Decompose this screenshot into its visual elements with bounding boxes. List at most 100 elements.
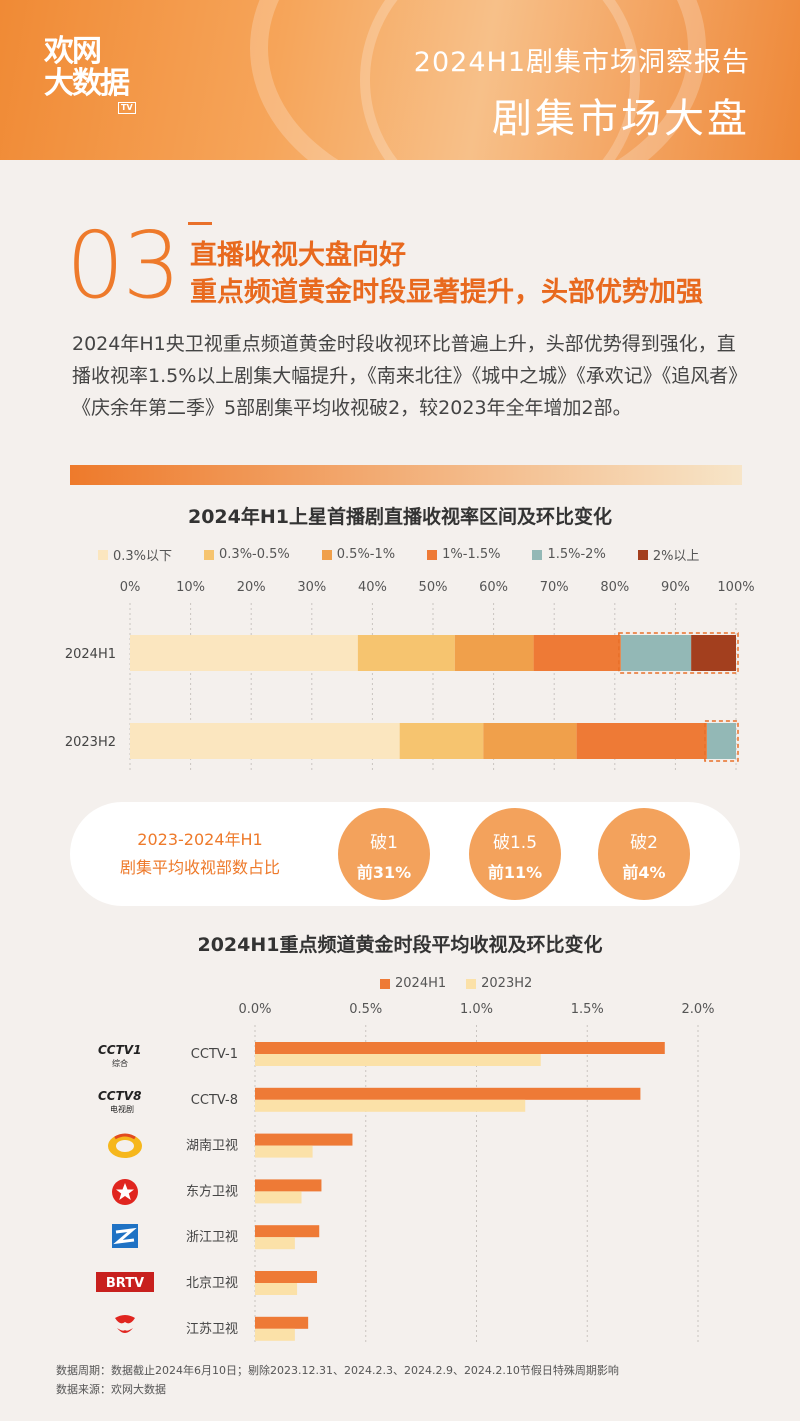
summary-circle-1: 破1 前31% xyxy=(338,808,430,900)
chart1-x-tick: 30% xyxy=(297,580,326,595)
headline-line2: 重点频道黄金时段显著提升，头部优势加强 xyxy=(190,277,703,308)
legend1-item: 0.3%-0.5% xyxy=(204,545,290,564)
chart2-category-label: 浙江卫视 xyxy=(186,1230,238,1245)
cctv8-logo-sub: 电视剧 xyxy=(110,1104,134,1114)
legend1-swatch xyxy=(321,549,332,560)
hunan-tv-logo xyxy=(96,1132,154,1160)
chart1-highlight-box xyxy=(704,720,739,762)
chart1-bar-segment xyxy=(533,635,621,671)
chart1-x-tick: 10% xyxy=(176,580,205,595)
summary-circle-value: 前31% xyxy=(356,863,412,882)
chart1-bar-segment xyxy=(130,723,400,759)
summary-circle-title: 破1.5 xyxy=(492,833,538,853)
chart1-x-tick: 40% xyxy=(358,580,387,595)
chart1-bar-segment xyxy=(357,635,455,671)
summary-label-line2: 剧集平均收视部数占比 xyxy=(119,858,280,877)
summary-circle-title: 破1 xyxy=(370,833,398,853)
chart1-bar-segment xyxy=(399,723,484,759)
cctv1-logo: CCTV1 综合 xyxy=(96,1040,154,1068)
legend1-label: 0.3%以下 xyxy=(113,549,173,564)
chart2-bar xyxy=(255,1225,320,1238)
logo-line1: 欢网 xyxy=(44,34,102,69)
btv-logo-text: BRTV xyxy=(106,1276,144,1291)
chart2-x-tick: 0.5% xyxy=(349,1002,382,1017)
chart2-bar xyxy=(255,1087,641,1100)
legend1-label: 1.5%-2% xyxy=(547,547,606,562)
chart1-x-tick: 50% xyxy=(419,580,448,595)
chart1-x-tick: 20% xyxy=(237,580,266,595)
summary-label-line1: 2023-2024年H1 xyxy=(137,830,263,849)
jiangsu-tv-logo xyxy=(96,1312,154,1340)
chart2-bar xyxy=(255,1283,298,1295)
legend1-swatch xyxy=(427,549,438,560)
logo-tv: TV xyxy=(118,102,136,114)
chart2-bar xyxy=(255,1042,665,1054)
chart1-bar-segment xyxy=(706,723,736,759)
section-number: 03 xyxy=(66,212,181,319)
headline-line1: 直播收视大盘向好 xyxy=(190,240,406,271)
chart2-x-tick: 1.5% xyxy=(571,1002,604,1017)
chart1-category-label: 2023H2 xyxy=(65,735,116,750)
headline-dash xyxy=(188,222,212,225)
chart1-bar-segment xyxy=(454,635,534,671)
legend1-swatch xyxy=(637,549,648,560)
legend2-swatch xyxy=(466,978,477,989)
legend2-item: 2023H2 xyxy=(466,976,532,991)
footer-period: 数据周期：数据截止2024年6月10日；剔除2023.12.31、2024.2.… xyxy=(56,1364,619,1377)
chart1-bar-segment xyxy=(620,635,692,671)
summary-label: 2023-2024年H1 剧集平均收视部数占比 xyxy=(100,826,300,882)
chart2-bar xyxy=(255,1316,309,1329)
chart2-svg: 0.0% 0.5% 1.0% 1.5% 2.0% CCTV-1 CCTV-8 湖南卫视东方卫视… xyxy=(186,1002,715,1345)
chart1-x-tick: 60% xyxy=(479,580,508,595)
zhejiang-tv-logo xyxy=(96,1222,154,1250)
chart2-bar xyxy=(255,1179,322,1192)
cctv8-logo: CCTV8 电视剧 xyxy=(96,1086,154,1114)
chart1-x-tick: 70% xyxy=(540,580,569,595)
legend1-label: 2%以上 xyxy=(652,549,700,564)
chart1-bar-segment xyxy=(576,723,707,759)
chart1-bar-segment xyxy=(691,635,736,671)
chart2-bar xyxy=(255,1145,313,1158)
report-title: 剧集市场大盘 xyxy=(492,96,750,142)
header-banner: 欢网 大数据 TV 2024H1剧集市场洞察报告 剧集市场大盘 xyxy=(0,0,800,160)
decor-swirl xyxy=(360,0,640,160)
chart2-category-label: 东方卫视 xyxy=(186,1183,238,1199)
cctv8-logo-text: CCTV8 xyxy=(98,1089,141,1103)
summary-circle-title: 破2 xyxy=(630,833,658,853)
legend2-label: 2024H1 xyxy=(395,976,447,991)
chart2-category-label: 江苏卫视 xyxy=(186,1321,238,1337)
report-subtitle: 2024H1剧集市场洞察报告 xyxy=(413,47,750,78)
logo-line2: 大数据 xyxy=(44,66,130,101)
summary-circle-2: 破1.5 前11% xyxy=(469,808,561,900)
brand-logo: 欢网 大数据 TV xyxy=(44,34,136,114)
chart2-x-tick: 1.0% xyxy=(460,1002,493,1017)
legend1-swatch xyxy=(98,549,108,560)
dragon-tv-logo xyxy=(96,1178,154,1206)
star-icon xyxy=(112,1179,138,1205)
legend2-label: 2023H2 xyxy=(481,976,533,991)
btv-logo: BRTV xyxy=(96,1268,154,1296)
chart1-svg: 0% 10% 20% 30% 40% 50% 60% 70% 80% 90% 100% 2024H1 2… xyxy=(65,580,755,773)
chart2-bar xyxy=(255,1099,526,1112)
chart2-category-label: CCTV-1 xyxy=(191,1047,238,1062)
chart1-category-label: 2024H1 xyxy=(65,647,116,662)
legend1-item: 0.3%以下 xyxy=(98,545,172,564)
mango-icon xyxy=(108,1133,142,1158)
chart1-legend: 0.3%以下 0.3%-0.5% 0.5%-1% 1%-1.5% 1.5%-2% 2%以上 xyxy=(98,545,731,564)
summary-circle-value: 前11% xyxy=(487,863,543,882)
cctv8-logo-icon: CCTV8 电视剧 xyxy=(98,1089,141,1114)
legend1-swatch xyxy=(532,549,543,560)
chart1-title: 2024年H1上星首播剧直播收视率区间及环比变化 xyxy=(187,506,612,528)
legend1-label: 0.5%-1% xyxy=(336,547,396,562)
chart1-x-tick: 80% xyxy=(600,580,629,595)
legend2-swatch xyxy=(380,978,390,989)
chart2-bar xyxy=(255,1328,295,1341)
chart1-x-tick: 90% xyxy=(661,580,690,595)
chart1-x-tick: 0% xyxy=(120,580,141,595)
chart1-x-tick: 100% xyxy=(717,580,754,595)
chart2-category-label: 北京卫视 xyxy=(186,1276,238,1291)
chart2-x-tick: 0.0% xyxy=(238,1002,271,1017)
cctv1-logo-sub: 综合 xyxy=(112,1058,128,1068)
legend1-label: 1%-1.5% xyxy=(442,547,501,562)
red-swirl-icon xyxy=(115,1315,135,1333)
